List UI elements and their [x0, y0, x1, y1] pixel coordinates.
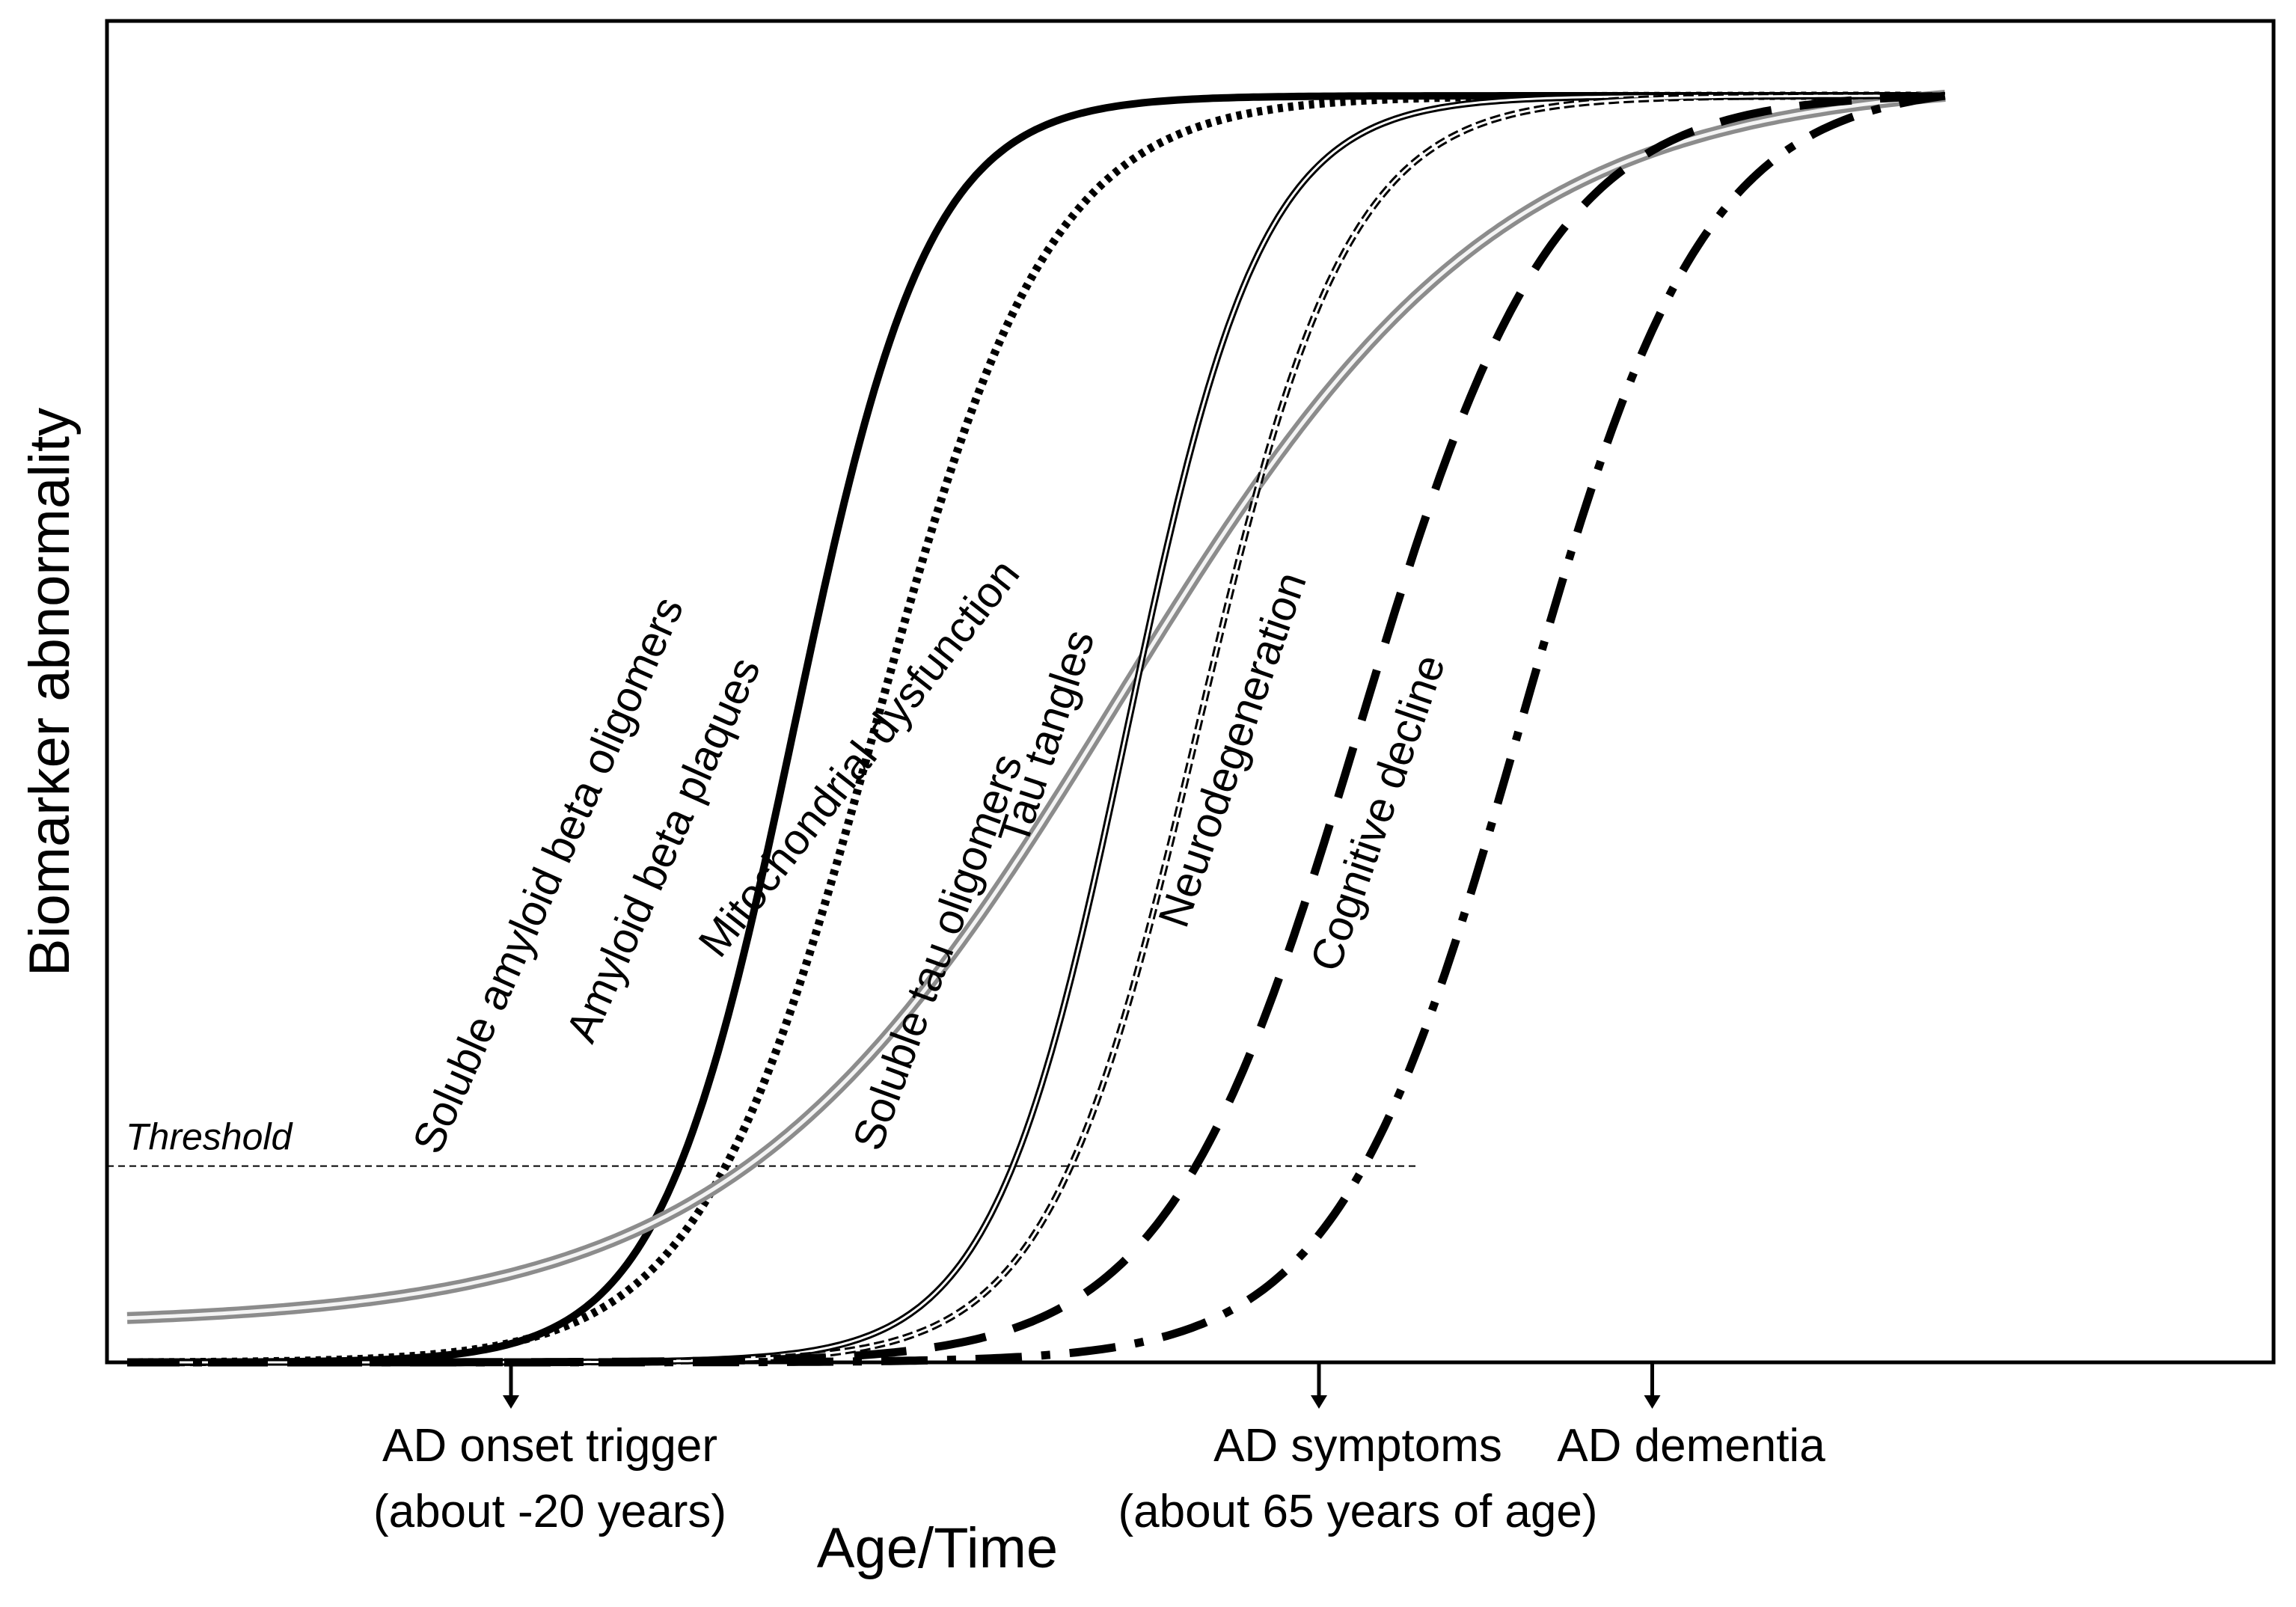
- marker-arrowhead: [1644, 1395, 1661, 1409]
- marker-label: AD symptoms: [1213, 1420, 1502, 1472]
- marker-sublabel: (about -20 years): [373, 1486, 726, 1537]
- series-line-inner: [126, 94, 1946, 1320]
- series-curves: [126, 90, 1947, 1367]
- marker-ad-dementia: AD dementia: [1557, 1362, 1825, 1472]
- threshold-label: Threshold: [126, 1116, 294, 1158]
- series-neurodegeneration: [127, 91, 1946, 1367]
- timeline-markers: AD onset trigger (about -20 years) AD symp…: [373, 1362, 1825, 1537]
- series-label-cognitive-decline: Cognitive decline: [1301, 649, 1454, 977]
- y-axis-label: Biomarker abnormality: [18, 408, 82, 976]
- series-line: [127, 91, 1945, 1367]
- threshold: Threshold: [107, 1116, 1420, 1167]
- series-amyloid-beta-plaques: [127, 91, 1945, 1367]
- marker-sublabel: (about 65 years of age): [1118, 1486, 1597, 1537]
- series-cognitive-decline: [127, 91, 1946, 1367]
- marker-arrowhead: [1311, 1395, 1327, 1409]
- series-line: [127, 91, 1946, 1367]
- plot-frame: [105, 19, 2276, 1365]
- marker-ad-onset-trigger: AD onset trigger (about -20 years): [373, 1362, 726, 1537]
- marker-label: AD onset trigger: [382, 1420, 717, 1472]
- series-line: [127, 91, 1946, 1367]
- x-axis-label: Age/Time: [817, 1516, 1058, 1580]
- series-mitochondrial-dysfunction: [126, 90, 1947, 1324]
- marker-label: AD dementia: [1557, 1420, 1825, 1472]
- marker-arrowhead: [503, 1395, 519, 1409]
- marker-ad-symptoms: AD symptoms (about 65 years of age): [1118, 1362, 1598, 1537]
